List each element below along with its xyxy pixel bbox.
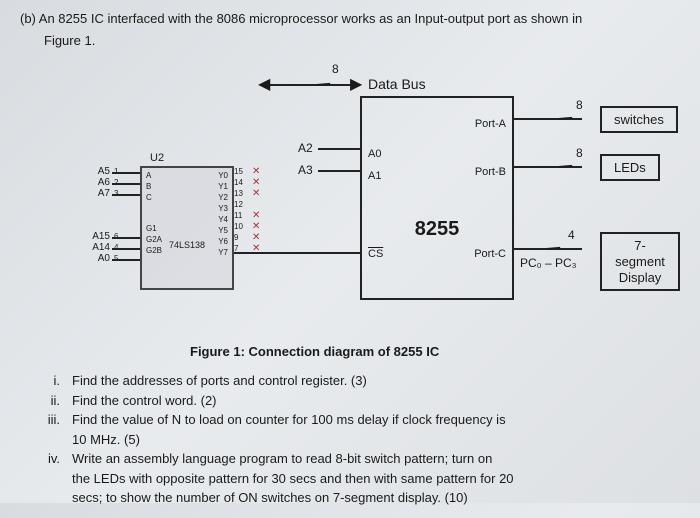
question-list: i. Find the addresses of ports and contr… — [20, 371, 680, 508]
connection-diagram: 8255 A0 A1 CS Port-A Port-B Port-C Data … — [20, 56, 680, 336]
porta-width: 8 — [576, 98, 583, 112]
data-bus-label: Data Bus — [368, 76, 426, 92]
pin11: 11 — [234, 210, 243, 221]
ic-8255-label: 8255 — [362, 218, 512, 241]
x4: ✕ — [252, 210, 260, 221]
port-b-label: Port-B — [475, 166, 506, 178]
q-iv-text3: secs; to show the number of ON switches … — [72, 490, 468, 505]
switches-box: switches — [600, 106, 678, 133]
pin9: 9 — [234, 232, 243, 243]
dec-in-a: A — [146, 170, 162, 181]
port-c-label: Port-C — [474, 248, 506, 260]
dec-y0: Y0 — [218, 171, 228, 180]
prompt-text-1: An 8255 IC interfaced with the 8086 micr… — [39, 11, 582, 26]
q-i-text: Find the addresses of ports and control … — [72, 371, 680, 391]
x2: ✕ — [252, 188, 260, 199]
sig-a0: A0 — [75, 253, 110, 264]
prompt-label: (b) — [20, 11, 36, 26]
sig-a15: A15 — [75, 231, 110, 242]
pin7: 7 — [234, 243, 243, 254]
x0: ✕ — [252, 166, 260, 177]
a3-label: A3 — [298, 163, 313, 177]
x1: ✕ — [252, 177, 260, 188]
q-ii-text: Find the control word. (2) — [72, 391, 680, 411]
sig-a7: A7 — [80, 188, 110, 199]
pin15: 15 — [234, 166, 243, 177]
x7: ✕ — [252, 243, 260, 254]
pin12: 12 — [234, 199, 243, 210]
arrow-right: ▶ — [350, 74, 362, 94]
ic-8255: 8255 A0 A1 CS Port-A Port-B Port-C — [360, 96, 514, 300]
sig-a14: A14 — [75, 242, 110, 253]
dec-in-c: C — [146, 192, 162, 203]
q-iv-num: iv. — [20, 449, 72, 508]
dec-y5: Y5 — [218, 226, 228, 235]
pin14: 14 — [234, 177, 243, 188]
pin10: 10 — [234, 221, 243, 232]
q-i-num: i. — [20, 371, 72, 391]
dec-y2: Y2 — [218, 193, 228, 202]
decoder-74ls138: A B C G1 G2A G2B Y0 Y1 Y2 Y3 Y4 Y5 Y6 Y7… — [140, 166, 234, 290]
figure-caption: Figure 1: Connection diagram of 8255 IC — [190, 344, 680, 359]
dec-in-g1: G1 — [146, 223, 162, 234]
q-iv-text2: the LEDs with opposite pattern for 30 se… — [72, 471, 514, 486]
prompt-text-2: Figure 1. — [44, 32, 680, 50]
dec-in-b: B — [146, 181, 162, 192]
portc-width: 4 — [568, 228, 575, 242]
bus-width-8: 8 — [332, 62, 339, 76]
q-iii-num: iii. — [20, 410, 72, 449]
pc-range: PC₀ – PC₃ — [520, 256, 577, 270]
q-ii-num: ii. — [20, 391, 72, 411]
pin-cs: CS — [368, 248, 383, 260]
pin-a1: A1 — [368, 170, 381, 182]
portb-width: 8 — [576, 146, 583, 160]
dec-y4: Y4 — [218, 215, 228, 224]
port-a-label: Port-A — [475, 118, 506, 130]
decoder-partno: 74LS138 — [142, 240, 232, 250]
seg7-line1: 7-segment — [614, 238, 666, 269]
dec-y1: Y1 — [218, 182, 228, 191]
pin-a0: A0 — [368, 148, 381, 160]
q-iv-text1: Write an assembly language program to re… — [72, 451, 492, 466]
q-iii-text1: Find the value of N to load on counter f… — [72, 412, 506, 427]
a2-label: A2 — [298, 141, 313, 155]
x6: ✕ — [252, 232, 260, 243]
arrow-left: ◀ — [258, 74, 270, 94]
dec-y3: Y3 — [218, 204, 228, 213]
seg7-line2: Display — [614, 270, 666, 286]
q-iii-text2: 10 MHz. (5) — [72, 432, 140, 447]
sig-a6: A6 — [80, 177, 110, 188]
sig-a5: A5 — [80, 166, 110, 177]
leds-box: LEDs — [600, 154, 660, 181]
pin13: 13 — [234, 188, 243, 199]
u2-label: U2 — [150, 152, 164, 164]
x5: ✕ — [252, 221, 260, 232]
